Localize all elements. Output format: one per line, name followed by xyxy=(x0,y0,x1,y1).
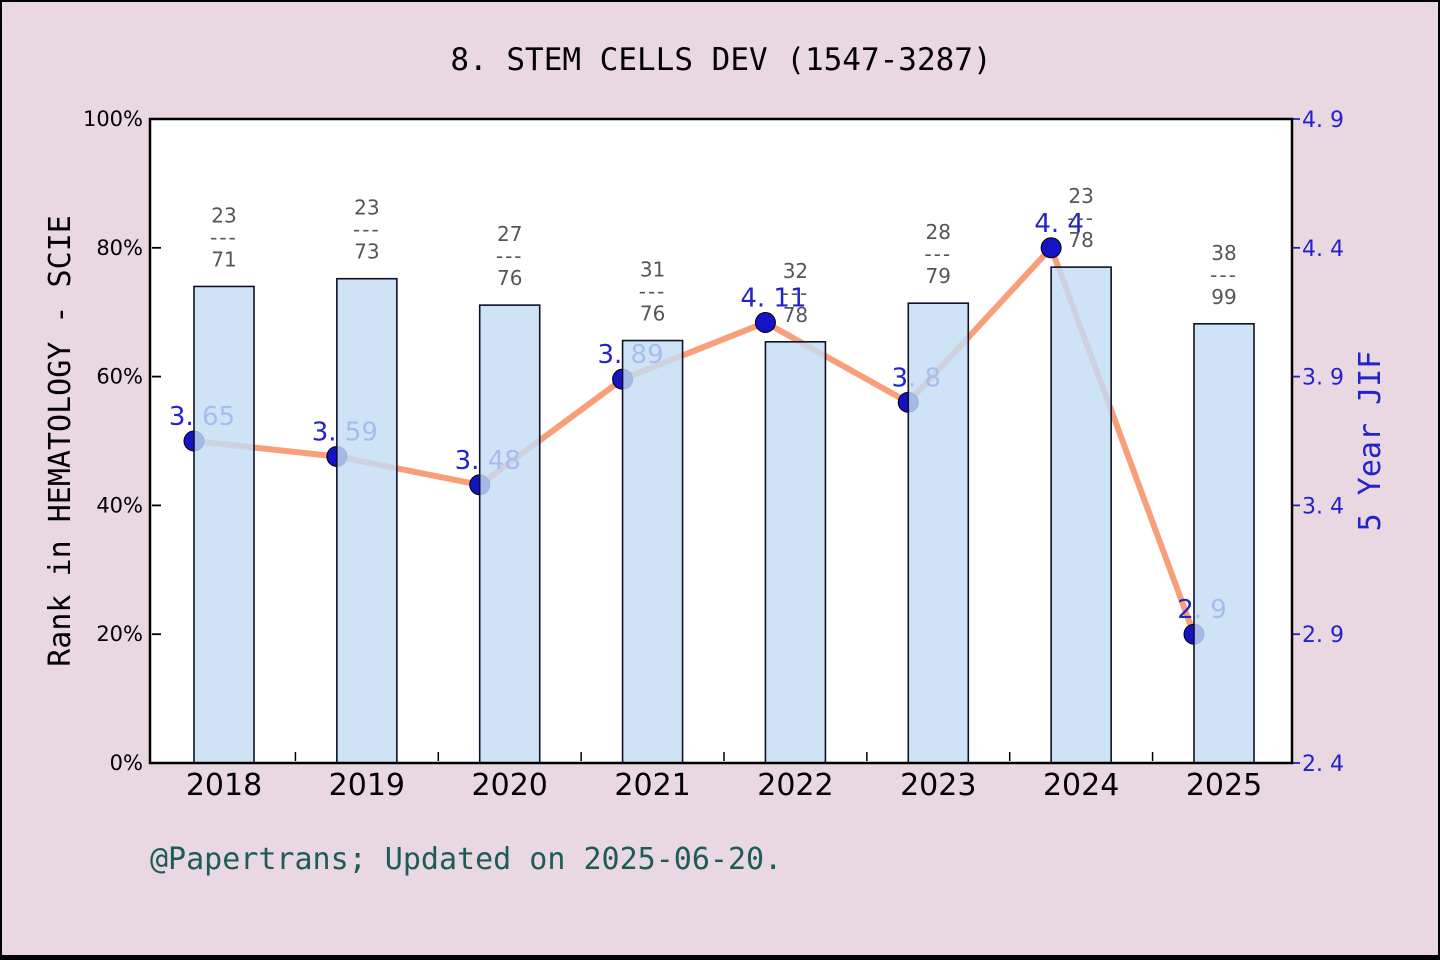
bar-2021 xyxy=(621,339,684,764)
x-tick-label: 2021 xyxy=(614,768,690,803)
x-tick-label: 2025 xyxy=(1186,768,1262,803)
jif-point-2022 xyxy=(754,312,776,334)
rank-fraction-numerator: 32 xyxy=(783,259,808,283)
x-tick-label: 2018 xyxy=(186,768,262,803)
footer-credit: @Papertrans; Updated on 2025-06-20. xyxy=(150,842,782,877)
rank-fraction-denominator: 76 xyxy=(640,302,665,326)
chart-title: 8. STEM CELLS DEV (1547-3287) xyxy=(450,42,991,78)
right-axis-title: 5 Year JIF xyxy=(1353,351,1388,532)
y-right-tick-label: 4. 4 xyxy=(1302,237,1344,262)
x-tick-label: 2024 xyxy=(1043,768,1119,803)
rank-fraction-separator: --- xyxy=(210,225,238,249)
y-right-tick-label: 2. 4 xyxy=(1302,752,1344,777)
plot-contents: 0% 20% 40% 60% 80% 100% 2. 4 2. 9 3. 4 3. 9 4. 4 4.… xyxy=(83,107,1344,803)
bar-2023 xyxy=(907,302,970,764)
plot-border xyxy=(148,117,1294,765)
x-tick-label: 2022 xyxy=(757,768,833,803)
rank-fraction-denominator: 73 xyxy=(354,240,379,264)
y-left-tick-label: 100% xyxy=(83,107,143,131)
rank-fraction-denominator: 78 xyxy=(783,303,808,327)
x-tick-label: 2020 xyxy=(472,768,548,803)
y-right-tick-label: 4. 9 xyxy=(1302,108,1344,133)
rank-fraction-denominator: 79 xyxy=(926,264,951,288)
rank-fraction-denominator: 99 xyxy=(1211,285,1236,309)
y-right-tick-label: 3. 4 xyxy=(1302,494,1344,519)
bar-2018 xyxy=(193,285,255,764)
bar-2025 xyxy=(1193,322,1255,764)
y-left-tick-label: 40% xyxy=(96,493,143,517)
bar-2024 xyxy=(1050,266,1112,764)
y-left-tick-label: 0% xyxy=(110,751,143,775)
rank-fraction-separator: --- xyxy=(496,244,524,268)
jif-point-2024 xyxy=(1040,237,1062,259)
rank-fraction-separator: --- xyxy=(353,218,381,242)
rank-fraction-separator: --- xyxy=(782,281,810,305)
rank-fraction-numerator: 27 xyxy=(497,222,522,246)
jif-value-label: 4. 4 xyxy=(1034,209,1084,239)
jif-value-label: 4. 11 xyxy=(740,284,806,314)
rank-fraction-denominator: 78 xyxy=(1068,228,1093,252)
rank-fraction-separator: --- xyxy=(924,242,952,266)
x-tick-label: 2019 xyxy=(329,768,405,803)
bar-2019 xyxy=(336,277,398,764)
rank-fraction-numerator: 31 xyxy=(640,258,665,282)
rank-fraction-separator: --- xyxy=(1067,206,1095,230)
rank-fraction-numerator: 23 xyxy=(211,203,236,227)
rank-fraction-numerator: 38 xyxy=(1211,241,1236,265)
rank-fraction-denominator: 71 xyxy=(211,247,236,271)
rank-fraction-separator: --- xyxy=(1210,263,1238,287)
bar-2022 xyxy=(764,341,827,764)
y-left-tick-label: 60% xyxy=(96,365,143,389)
rank-fraction-separator: --- xyxy=(639,280,667,304)
y-left-tick-label: 20% xyxy=(96,622,143,646)
bar-2020 xyxy=(478,304,541,764)
rank-fraction-numerator: 23 xyxy=(1068,184,1093,208)
y-right-tick-label: 2. 9 xyxy=(1302,623,1344,648)
y-left-tick-label: 80% xyxy=(96,236,143,260)
rank-fraction-denominator: 76 xyxy=(497,266,522,290)
rank-fraction-numerator: 23 xyxy=(354,196,379,220)
x-tick-label: 2023 xyxy=(900,768,976,803)
rank-fraction-numerator: 28 xyxy=(926,220,951,244)
left-axis-title: Rank in HEMATOLOGY - SCIE xyxy=(43,215,78,667)
y-right-tick-label: 3. 9 xyxy=(1302,366,1344,391)
